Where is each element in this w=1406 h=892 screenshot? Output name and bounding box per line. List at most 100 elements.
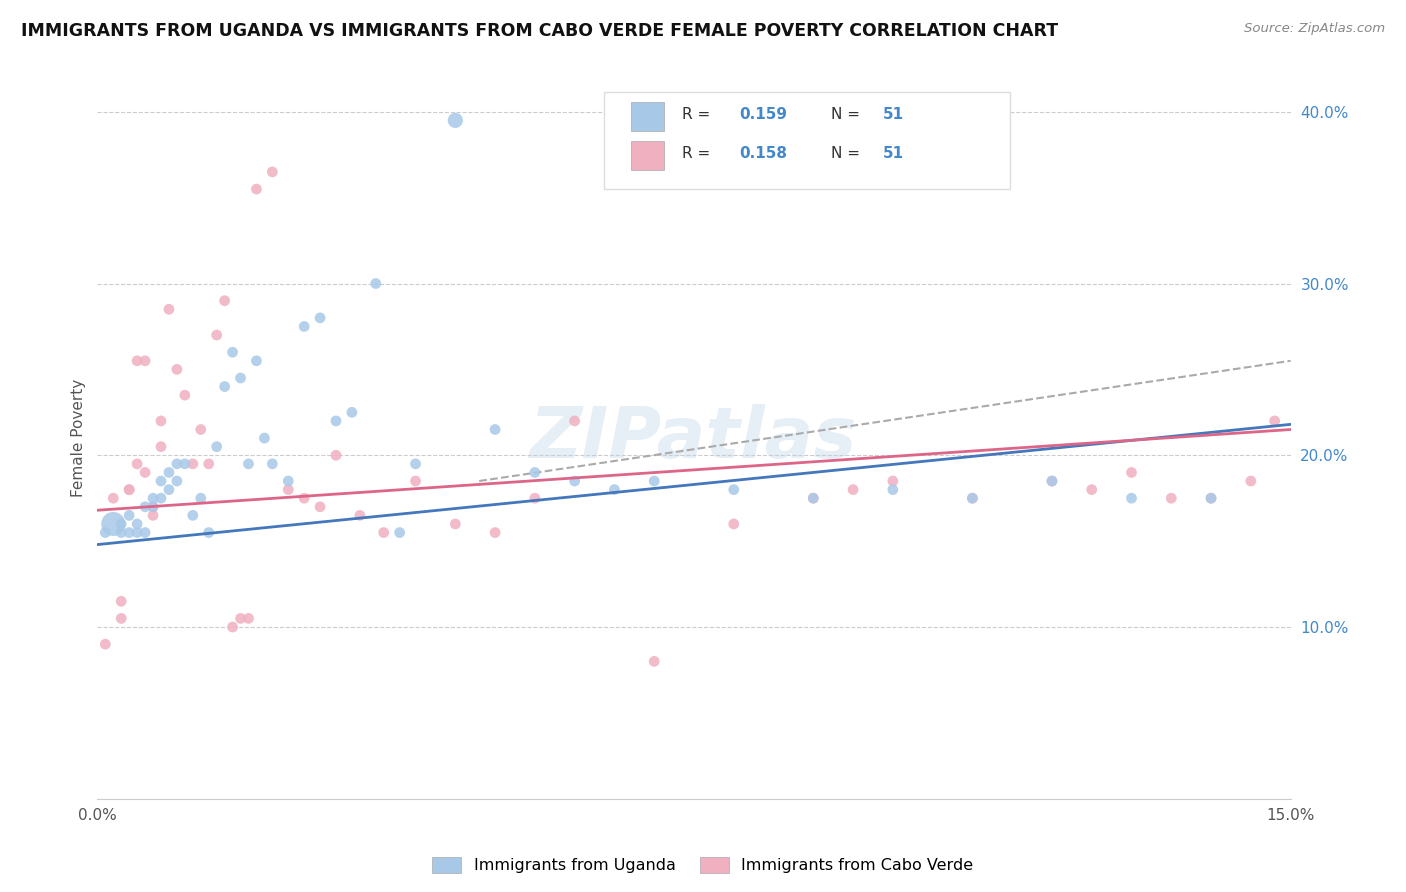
Point [388, 525, 411, 540]
Point [309, 310, 332, 325]
Point [94, 637, 117, 651]
Point [181, 508, 204, 523]
Point [245, 182, 267, 196]
Point [340, 405, 363, 419]
Text: 0.158: 0.158 [740, 146, 787, 161]
Point [166, 457, 188, 471]
Point [277, 474, 299, 488]
Point [1121, 491, 1143, 506]
Point [110, 516, 132, 531]
Point [444, 113, 467, 128]
Point [142, 508, 165, 523]
Point [214, 379, 236, 393]
Point [723, 516, 745, 531]
Point [962, 491, 984, 506]
Point [292, 319, 315, 334]
Point [801, 491, 824, 506]
Point [150, 491, 173, 506]
Point [325, 414, 347, 428]
Point [157, 466, 180, 480]
Point [127, 457, 149, 471]
Point [405, 474, 427, 488]
Point [166, 474, 188, 488]
Point [134, 466, 156, 480]
Point [373, 525, 395, 540]
Point [962, 491, 984, 506]
Text: 0.159: 0.159 [740, 107, 787, 122]
Point [262, 457, 284, 471]
Point [221, 345, 243, 359]
Point [150, 474, 173, 488]
Text: Source: ZipAtlas.com: Source: ZipAtlas.com [1244, 22, 1385, 36]
Point [127, 354, 149, 368]
Point [142, 500, 165, 514]
Point [221, 620, 243, 634]
Point [190, 491, 212, 506]
Point [103, 491, 125, 506]
Point [157, 302, 180, 317]
Text: ZIPatlas: ZIPatlas [530, 403, 858, 473]
Point [134, 500, 156, 514]
Point [523, 466, 546, 480]
Point [1240, 474, 1263, 488]
Text: N =: N = [831, 107, 865, 122]
Point [150, 440, 173, 454]
Point [103, 516, 125, 531]
Point [173, 457, 195, 471]
Point [444, 516, 467, 531]
Point [245, 354, 267, 368]
Point [118, 483, 141, 497]
Point [205, 440, 228, 454]
Point [1199, 491, 1222, 506]
Text: 51: 51 [883, 146, 904, 161]
Legend: Immigrants from Uganda, Immigrants from Cabo Verde: Immigrants from Uganda, Immigrants from … [426, 850, 980, 880]
Point [118, 483, 141, 497]
Point [484, 423, 506, 437]
Point [238, 457, 260, 471]
Point [1040, 474, 1063, 488]
Point [405, 457, 427, 471]
FancyBboxPatch shape [631, 141, 664, 169]
Point [205, 328, 228, 343]
Point [142, 500, 165, 514]
Point [309, 500, 332, 514]
Point [150, 414, 173, 428]
Point [181, 457, 204, 471]
Point [94, 525, 117, 540]
Point [197, 457, 219, 471]
Point [723, 483, 745, 497]
Point [882, 474, 904, 488]
Text: N =: N = [831, 146, 865, 161]
Point [166, 362, 188, 376]
Point [1199, 491, 1222, 506]
Point [1080, 483, 1102, 497]
Point [1264, 414, 1286, 428]
Point [1121, 466, 1143, 480]
Point [134, 525, 156, 540]
Point [484, 525, 506, 540]
Point [157, 483, 180, 497]
Point [110, 611, 132, 625]
Point [564, 474, 586, 488]
Point [110, 594, 132, 608]
Point [142, 491, 165, 506]
Point [262, 165, 284, 179]
Point [1160, 491, 1182, 506]
Point [253, 431, 276, 445]
Point [173, 388, 195, 402]
Point [190, 423, 212, 437]
Point [238, 611, 260, 625]
Point [127, 516, 149, 531]
FancyBboxPatch shape [631, 103, 664, 130]
Point [325, 448, 347, 462]
Point [118, 525, 141, 540]
Point [214, 293, 236, 308]
Point [842, 483, 865, 497]
Point [603, 483, 626, 497]
Point [801, 491, 824, 506]
Point [277, 483, 299, 497]
Point [349, 508, 371, 523]
Point [110, 525, 132, 540]
Point [127, 525, 149, 540]
Point [134, 354, 156, 368]
